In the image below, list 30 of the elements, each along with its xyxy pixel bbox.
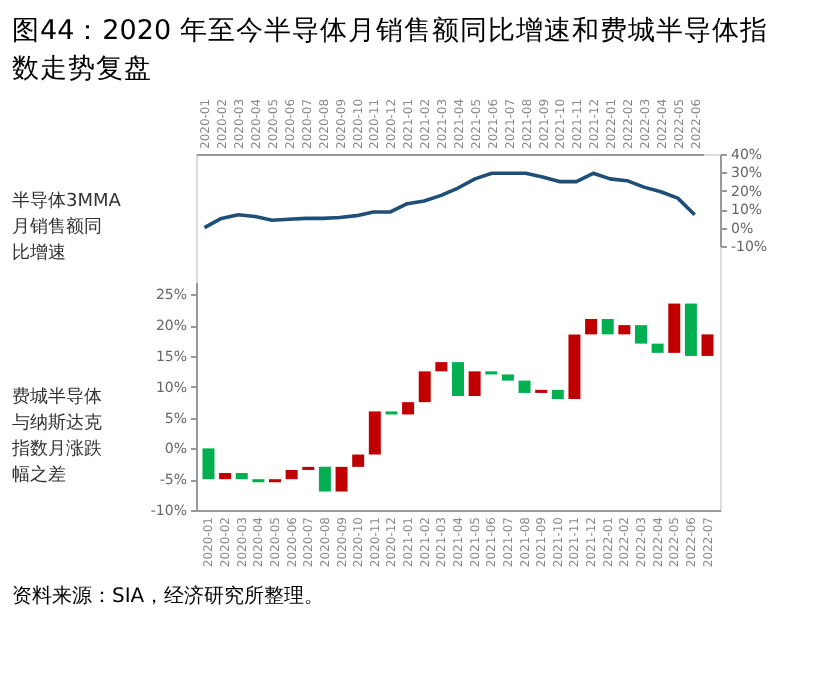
bar — [418, 371, 431, 403]
bar — [435, 362, 448, 372]
bar — [219, 473, 232, 480]
bar — [684, 303, 697, 356]
bar — [518, 380, 531, 393]
bar — [601, 318, 614, 335]
text: 资料来源：SIA，经济研究所整理。 — [12, 584, 325, 608]
bar — [202, 448, 215, 480]
bar — [701, 334, 714, 356]
bar — [468, 371, 481, 396]
bar — [585, 318, 598, 335]
bar — [568, 334, 581, 400]
bar — [285, 469, 298, 480]
bar — [668, 303, 681, 353]
bar — [235, 473, 248, 480]
line-series — [202, 171, 697, 230]
bar — [452, 362, 464, 396]
bar — [368, 411, 381, 455]
bar — [651, 343, 664, 353]
y-axis-title: 半导体3MMA月销售额同比增速 — [12, 190, 123, 264]
bar — [618, 325, 631, 335]
chart-title: 图44：2020 年至今半导体月销售额同比增速和费城半导体指数走势复盘 — [12, 14, 768, 85]
bar — [352, 454, 365, 467]
bar — [402, 402, 415, 415]
bar — [634, 325, 647, 344]
bar — [335, 466, 348, 492]
bar — [318, 466, 331, 492]
bar — [551, 389, 564, 400]
bar — [501, 374, 514, 381]
y-axis-title: 费城半导体与纳斯达克指数月涨跌幅之差 — [10, 386, 102, 486]
